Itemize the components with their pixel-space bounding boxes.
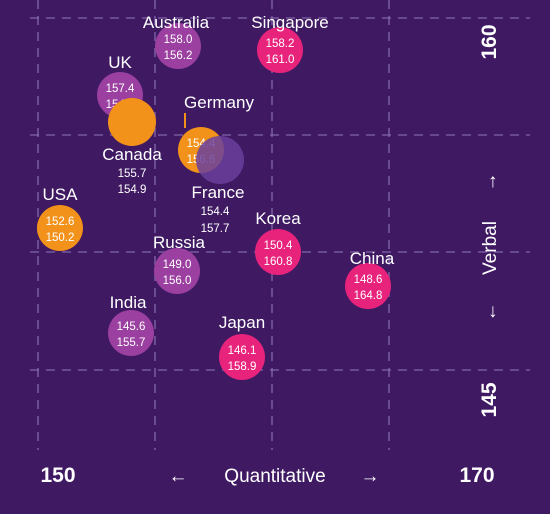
point-verbal-value: 149.0	[163, 259, 192, 271]
point-verbal-value: 145.6	[117, 321, 146, 333]
y-arrow-up-icon: →	[480, 173, 501, 192]
y-tick-max: 160	[478, 24, 501, 59]
point-marker	[108, 98, 156, 146]
point-name: Canada	[102, 145, 162, 164]
point-name: Australia	[143, 13, 210, 32]
point-japan: 146.1 158.9 Japan	[219, 313, 265, 380]
point-name: Russia	[153, 233, 206, 252]
y-tick-min: 145	[478, 382, 501, 417]
point-france: France 154.4 157.7	[192, 136, 245, 235]
x-tick-min: 150	[40, 464, 75, 487]
point-quant-value: 164.8	[354, 290, 383, 302]
y-arrow-down-icon: ←	[480, 303, 501, 322]
x-arrow-left-icon: ←	[169, 466, 188, 487]
point-quant-value: 158.9	[228, 361, 257, 373]
point-singapore: 158.2 161.0 Singapore	[251, 13, 329, 73]
point-quant-value: 154.9	[118, 184, 147, 196]
point-name: USA	[43, 185, 79, 204]
point-verbal-value: 150.4	[264, 240, 293, 252]
point-quant-value: 160.8	[264, 256, 293, 268]
point-name: Japan	[219, 313, 265, 332]
point-marker	[154, 248, 200, 294]
point-china: 148.6 164.8 China	[345, 249, 395, 309]
point-marker	[155, 23, 201, 69]
x-axis-label: Quantitative	[224, 466, 325, 487]
point-quant-value: 150.2	[46, 232, 75, 244]
point-verbal-value: 152.6	[46, 216, 75, 228]
point-marker	[196, 136, 244, 184]
point-name: China	[350, 249, 395, 268]
point-verbal-value: 157.4	[106, 83, 135, 95]
point-quant-value: 157.7	[201, 223, 230, 235]
point-marker	[108, 310, 154, 356]
point-verbal-value: 158.2	[266, 38, 295, 50]
point-quant-value: 161.0	[266, 54, 295, 66]
point-australia: 158.0 156.2 Australia	[143, 13, 210, 69]
point-verbal-value: 148.6	[354, 274, 383, 286]
point-name: UK	[108, 53, 132, 72]
point-marker	[345, 263, 391, 309]
point-verbal-value: 158.0	[164, 34, 193, 46]
point-name: Korea	[255, 209, 301, 228]
point-quant-value: 155.7	[117, 337, 146, 349]
point-name: France	[192, 183, 245, 202]
point-korea: 150.4 160.8 Korea	[255, 209, 301, 275]
y-axis-label: Verbal	[480, 221, 501, 275]
data-points: 158.0156.2Australia158.2161.0Singapore15…	[37, 13, 395, 380]
x-arrow-right-icon: →	[361, 466, 380, 487]
x-axis-title: ← Quantitative →	[169, 466, 380, 487]
point-quant-value: 156.0	[163, 275, 192, 287]
point-usa: 152.6 150.2 USA	[37, 185, 83, 251]
point-verbal-value: 154.4	[201, 206, 230, 218]
point-marker	[255, 229, 301, 275]
point-name: Singapore	[251, 13, 329, 32]
point-russia: 149.0 156.0 Russia	[153, 233, 206, 294]
y-axis-title: → Verbal ←	[480, 173, 501, 322]
point-name: Germany	[184, 93, 254, 112]
point-verbal-value: 155.7	[118, 168, 147, 180]
point-name: India	[110, 293, 147, 312]
point-canada: Canada 155.7 154.9	[102, 98, 162, 196]
point-india: 145.6 155.7 India	[108, 293, 154, 356]
point-marker	[219, 334, 265, 380]
grid	[30, 0, 530, 450]
point-quant-value: 156.2	[164, 50, 193, 62]
point-marker	[257, 27, 303, 73]
point-marker	[37, 205, 83, 251]
x-tick-max: 170	[459, 464, 494, 487]
point-verbal-value: 146.1	[228, 345, 257, 357]
